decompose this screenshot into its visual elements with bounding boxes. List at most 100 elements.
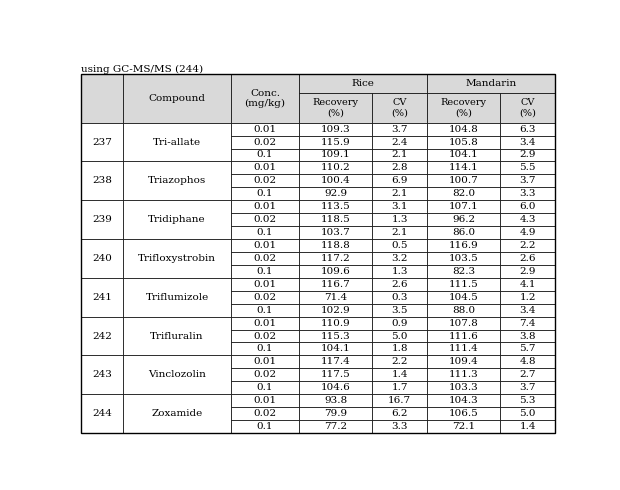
Bar xyxy=(500,161,555,174)
Text: 3.1: 3.1 xyxy=(391,202,408,211)
Bar xyxy=(427,226,500,239)
Text: 0.02: 0.02 xyxy=(254,332,277,341)
Bar xyxy=(81,394,123,433)
Bar xyxy=(500,252,555,265)
Text: 109.3: 109.3 xyxy=(321,124,350,134)
Text: 2.1: 2.1 xyxy=(391,189,408,198)
Bar xyxy=(373,330,427,343)
Bar xyxy=(373,304,427,317)
Bar xyxy=(123,317,231,355)
Text: 1.2: 1.2 xyxy=(520,293,536,302)
Bar xyxy=(427,122,500,136)
Bar xyxy=(231,200,299,213)
Text: 1.4: 1.4 xyxy=(391,370,408,379)
Bar xyxy=(231,213,299,226)
Bar xyxy=(123,122,231,161)
Text: 79.9: 79.9 xyxy=(324,409,347,418)
Text: 244: 244 xyxy=(92,409,112,418)
Text: 115.9: 115.9 xyxy=(321,138,350,147)
Bar xyxy=(373,265,427,278)
Text: 104.1: 104.1 xyxy=(321,344,350,353)
Text: 82.3: 82.3 xyxy=(452,267,475,276)
Text: 100.7: 100.7 xyxy=(449,176,479,185)
Text: Trifloxystrobin: Trifloxystrobin xyxy=(138,254,216,263)
Text: 1.3: 1.3 xyxy=(391,215,408,224)
Bar xyxy=(373,278,427,291)
Bar xyxy=(299,161,373,174)
Text: 238: 238 xyxy=(92,176,112,185)
Bar xyxy=(427,420,500,433)
Text: 3.7: 3.7 xyxy=(520,176,536,185)
Text: 92.9: 92.9 xyxy=(324,189,347,198)
Bar xyxy=(373,368,427,381)
Text: 3.4: 3.4 xyxy=(520,138,536,147)
Text: 82.0: 82.0 xyxy=(452,189,475,198)
Text: 107.1: 107.1 xyxy=(449,202,479,211)
Bar xyxy=(81,355,123,394)
Bar xyxy=(123,394,231,433)
Text: 0.5: 0.5 xyxy=(391,241,408,250)
Text: 106.5: 106.5 xyxy=(449,409,479,418)
Bar xyxy=(299,278,373,291)
Text: 0.01: 0.01 xyxy=(254,280,277,289)
Text: 118.5: 118.5 xyxy=(321,215,350,224)
Text: 0.1: 0.1 xyxy=(257,267,273,276)
Bar xyxy=(373,407,427,420)
Bar xyxy=(373,252,427,265)
Bar xyxy=(373,136,427,148)
Bar xyxy=(81,74,123,122)
Text: 0.1: 0.1 xyxy=(257,228,273,237)
Text: Triazophos: Triazophos xyxy=(148,176,206,185)
Bar xyxy=(500,148,555,161)
Bar xyxy=(427,174,500,187)
Bar xyxy=(231,381,299,394)
Text: 0.1: 0.1 xyxy=(257,383,273,392)
Text: 0.01: 0.01 xyxy=(254,202,277,211)
Text: 3.5: 3.5 xyxy=(391,306,408,315)
Bar xyxy=(500,291,555,304)
Bar xyxy=(500,278,555,291)
Text: 0.1: 0.1 xyxy=(257,189,273,198)
Bar xyxy=(299,291,373,304)
Text: 2.1: 2.1 xyxy=(391,150,408,159)
Text: 0.02: 0.02 xyxy=(254,293,277,302)
Text: 100.4: 100.4 xyxy=(321,176,350,185)
Text: Rice: Rice xyxy=(352,79,374,88)
Text: 111.5: 111.5 xyxy=(449,280,479,289)
Text: 0.3: 0.3 xyxy=(391,293,408,302)
Bar xyxy=(231,226,299,239)
Bar xyxy=(427,394,500,407)
Bar xyxy=(81,161,123,200)
Bar xyxy=(231,161,299,174)
Bar xyxy=(299,381,373,394)
Text: 109.1: 109.1 xyxy=(321,150,350,159)
Bar xyxy=(299,252,373,265)
Bar xyxy=(373,291,427,304)
Text: 0.01: 0.01 xyxy=(254,163,277,172)
Bar xyxy=(299,122,373,136)
Bar xyxy=(427,330,500,343)
Bar xyxy=(299,93,373,122)
Bar xyxy=(231,343,299,355)
Bar xyxy=(373,343,427,355)
Text: 0.01: 0.01 xyxy=(254,396,277,405)
Text: 241: 241 xyxy=(92,293,112,302)
Bar xyxy=(500,368,555,381)
Text: 93.8: 93.8 xyxy=(324,396,347,405)
Text: 237: 237 xyxy=(92,138,112,147)
Text: 111.6: 111.6 xyxy=(449,332,479,341)
Text: 116.7: 116.7 xyxy=(321,280,350,289)
Text: Triflumizole: Triflumizole xyxy=(146,293,209,302)
Text: 5.7: 5.7 xyxy=(520,344,536,353)
Bar xyxy=(373,161,427,174)
Text: 110.9: 110.9 xyxy=(321,318,350,328)
Bar xyxy=(500,265,555,278)
Text: 104.8: 104.8 xyxy=(449,124,479,134)
Bar xyxy=(231,136,299,148)
Bar xyxy=(299,213,373,226)
Text: 71.4: 71.4 xyxy=(324,293,347,302)
Bar xyxy=(299,136,373,148)
Text: 2.7: 2.7 xyxy=(520,370,536,379)
Text: 104.6: 104.6 xyxy=(321,383,350,392)
Bar xyxy=(373,317,427,330)
